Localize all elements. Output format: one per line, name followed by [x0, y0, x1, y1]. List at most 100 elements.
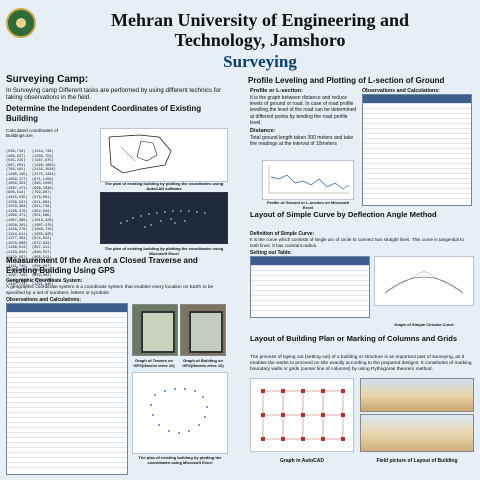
table-row	[363, 188, 471, 193]
coordinate-item: (1197,774)	[6, 283, 28, 288]
caption-autocad-graph: Graph in AutoCAD	[280, 458, 324, 464]
grid-drawing	[261, 389, 345, 441]
curve-heading: Layout of Simple Curve by Deflection Ang…	[250, 210, 437, 219]
table-header	[251, 257, 369, 265]
caption-profile: Profile of Ground or L-section on Micros…	[267, 200, 349, 210]
table-row	[7, 337, 127, 342]
autocad-grid-image	[250, 378, 354, 452]
coordinate-item: (974,622)	[32, 237, 52, 242]
table-row	[363, 178, 471, 183]
curve-def-label: Definition of Simple Curve:	[250, 231, 315, 237]
gps-screen	[141, 311, 175, 353]
caption-gps-traverse: Graph of Travers on GPS(Garmin etrex 10)	[133, 358, 175, 368]
excel-plan-image	[100, 192, 228, 244]
table-row	[7, 432, 127, 437]
coordinate-item: (811,964)	[32, 200, 52, 205]
profile-chart	[262, 160, 354, 200]
table-row	[7, 352, 127, 357]
table-row	[7, 377, 127, 382]
coordinate-item: (1154,748)	[32, 150, 54, 154]
table-row	[7, 467, 127, 472]
field-photo-2	[360, 414, 474, 452]
caption-gps-excel: The plan of existing building by plottin…	[138, 455, 222, 465]
gps-traverse-photo	[132, 304, 178, 356]
gps-observations-table	[6, 303, 128, 475]
gps-excel-scatter	[150, 388, 208, 434]
coordinate-item: (1277,394)	[6, 237, 28, 242]
table-header	[7, 304, 127, 312]
table-row	[363, 173, 471, 178]
coordinate-item: (1149,756)	[6, 278, 28, 283]
table-row	[7, 402, 127, 407]
curve-def: It is the curve which consists of single…	[250, 237, 464, 248]
caption-curve: Graph of Simple Circular Curve	[394, 322, 454, 327]
coordinate-item: (960,514)	[6, 191, 26, 196]
field-photo-1	[360, 378, 474, 412]
coordinate-item: (998,1038)	[32, 186, 54, 191]
coordinate-item: (898,513)	[32, 255, 52, 260]
gps-excel-plan-image	[132, 372, 228, 454]
gps-screen	[189, 311, 223, 353]
caption-excel: The plan of existing building by plottin…	[104, 246, 224, 256]
coordinate-item: (1615,535)	[6, 195, 28, 200]
coordinate-item: (1656,353)	[6, 182, 28, 187]
coordinate-item: (1290,145)	[6, 172, 28, 177]
table-row	[7, 457, 127, 462]
table-row	[363, 148, 471, 153]
profile-obs-heading: Observations and Calculations:	[362, 88, 440, 94]
excel-scatter-plot	[120, 210, 206, 228]
coordinate-item: (1458,276)	[6, 228, 28, 233]
table-row	[251, 265, 369, 270]
table-row	[7, 397, 127, 402]
poster-subtitle: Surveying	[223, 52, 297, 71]
table-row	[7, 462, 127, 467]
table-row	[251, 295, 369, 300]
coordinate-item: (872,634)	[32, 241, 52, 246]
coords-list: (539,713) (468,917) (545,215) (667,204) (763…	[6, 150, 56, 288]
table-row	[7, 342, 127, 347]
coordinate-item: (867,411)	[32, 246, 52, 251]
coordinate-item: (1167,975)	[32, 159, 54, 164]
table-row	[363, 193, 471, 198]
coordinate-item: (2175,1334)	[32, 172, 56, 177]
table-row	[7, 447, 127, 452]
table-row	[251, 305, 369, 310]
table-row	[7, 407, 127, 412]
coordinate-item: (799,907)	[32, 191, 52, 196]
camp-text: In Surveying camp Different tasks are pe…	[6, 87, 222, 102]
curve-setting-table	[250, 256, 370, 318]
table-row	[363, 198, 471, 203]
coordinate-item: (1195,1064)	[32, 163, 56, 168]
gps-building-photo	[180, 304, 226, 356]
caption-gps-building: Graph of Building on GPS(Garmin etrex 10…	[182, 358, 224, 368]
table-row	[363, 158, 471, 163]
caption-autocad: The plan of existing building by plottin…	[104, 181, 224, 191]
coordinate-item: (1198,614)	[6, 246, 28, 251]
coordinate-item: (954,748)	[32, 205, 52, 210]
table-row	[363, 133, 471, 138]
table-row	[7, 362, 127, 367]
poster-title: Mehran University of Engineering and Tec…	[60, 10, 460, 50]
profile-observations-table	[362, 94, 472, 206]
table-row	[363, 143, 471, 148]
table-row	[7, 317, 127, 322]
table-row	[251, 275, 369, 280]
table-row	[7, 367, 127, 372]
coordinate-item: (1130,378)	[6, 209, 28, 214]
coordinate-item: (856,807)	[32, 264, 52, 269]
coordinate-item: (1244,611)	[6, 232, 28, 237]
profile-sub: Profile or L-section:	[250, 88, 303, 94]
coordinate-item: (1007,479)	[32, 223, 54, 228]
coordinate-item: (1628,201)	[6, 223, 28, 228]
plan-heading: Layout of Building Plan or Marking of Co…	[250, 334, 458, 343]
table-row	[7, 322, 127, 327]
setting-table-label: Setting out Table:	[250, 250, 292, 256]
coordinate-item: (771,641)	[32, 260, 52, 265]
coordinate-item: (1099,371)	[6, 214, 28, 219]
coordinate-item: (468,917)	[6, 154, 26, 159]
gps-obs-heading: Observations and Calculations:	[6, 297, 82, 303]
profile-text: It is the graph between distance and red…	[250, 95, 357, 126]
table-row	[363, 183, 471, 188]
table-row	[363, 168, 471, 173]
table-row	[7, 382, 127, 387]
